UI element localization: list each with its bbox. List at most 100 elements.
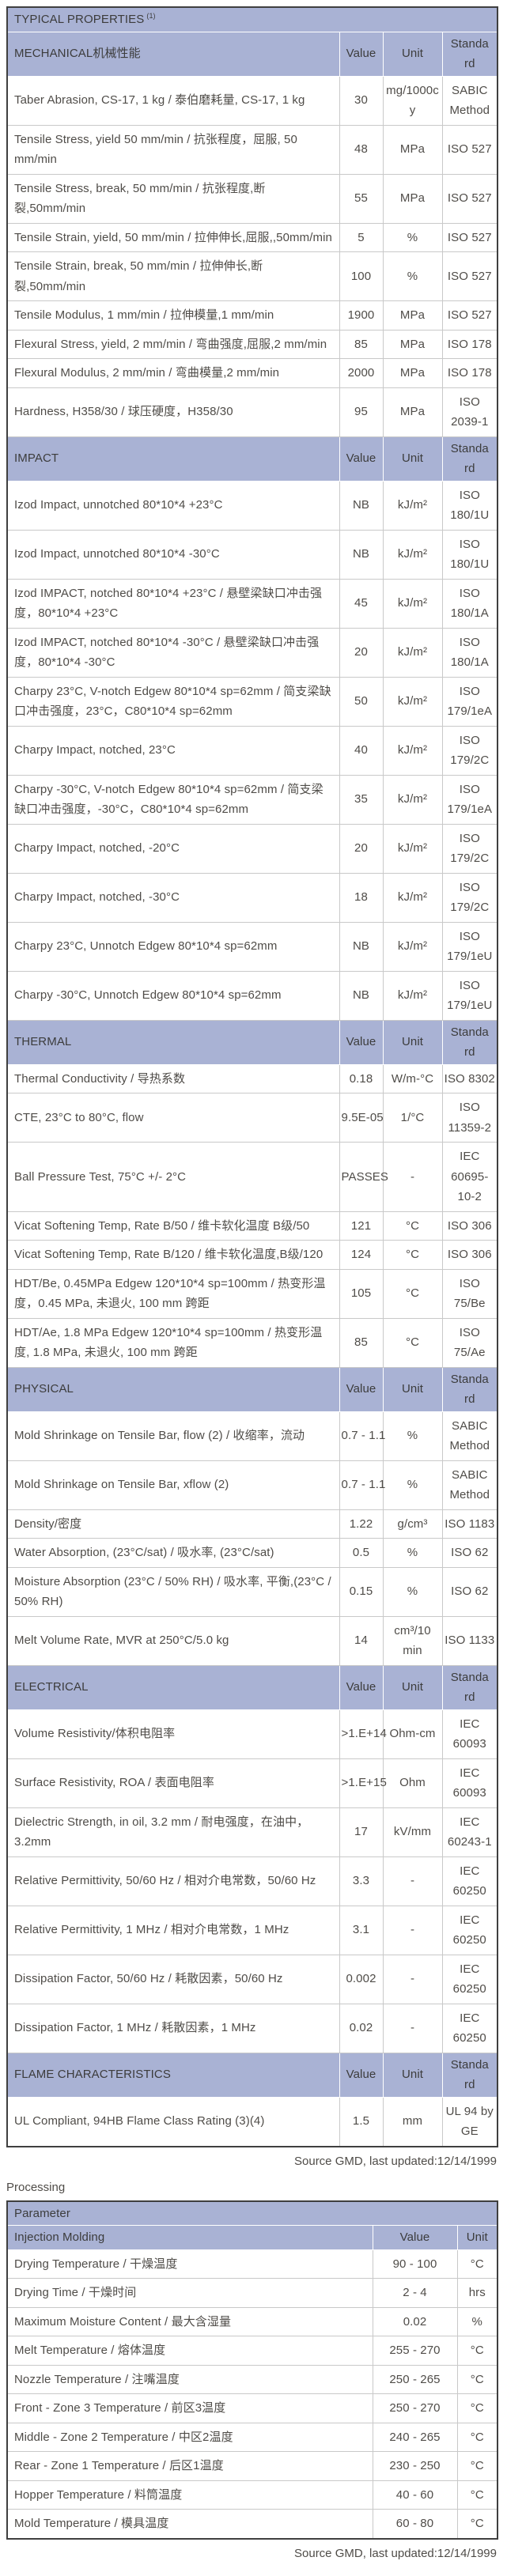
property-name-cell: Tensile Strain, break, 50 mm/min / 拉伸伸长,… — [6, 251, 340, 301]
property-row: Ball Pressure Test, 75°C +/- 2°C PASSES - I… — [6, 1142, 498, 1212]
processing-column-header-unit: Unit — [456, 2225, 498, 2250]
property-row: Density/密度 1.22 g/cm³ ISO 1183 — [6, 1509, 498, 1539]
property-row: Vicat Softening Temp, Rate B/120 / 维卡软化温… — [6, 1240, 498, 1270]
property-name-cell: Taber Abrasion, CS-17, 1 kg / 泰伯磨耗量, CS-… — [6, 75, 340, 126]
section-header-row: THERMAL Value Unit Standard — [6, 1019, 498, 1065]
section-header-row: MECHANICAL机械性能 Value Unit Standard — [6, 31, 498, 77]
property-row: Water Absorption, (23°C/sat) / 吸水率, (23°… — [6, 1538, 498, 1568]
property-standard-cell: SABIC Method — [441, 75, 498, 126]
property-unit-cell: % — [382, 1460, 443, 1510]
property-row: Flexural Modulus, 2 mm/min / 弯曲模量,2 mm/m… — [6, 358, 498, 388]
column-header-standard: Standard — [441, 2052, 498, 2098]
property-unit-cell: °C — [382, 1240, 443, 1270]
property-name-cell: Mold Shrinkage on Tensile Bar, flow (2) … — [6, 1411, 340, 1461]
processing-group-header-cell: Injection Molding — [6, 2225, 373, 2250]
processing-unit-cell: °C — [456, 2509, 498, 2539]
processing-parameter-cell: Drying Temperature / 干燥温度 — [6, 2249, 373, 2279]
property-unit-cell: mg/1000cy — [382, 75, 443, 126]
property-value-cell: 50 — [339, 676, 384, 727]
property-unit-cell: MPa — [382, 300, 443, 330]
column-header-unit: Unit — [382, 1019, 443, 1065]
property-unit-cell: kJ/m² — [382, 529, 443, 580]
property-unit-cell: % — [382, 222, 443, 252]
property-unit-cell: kJ/m² — [382, 627, 443, 678]
property-value-cell: 100 — [339, 251, 384, 301]
property-row: Relative Permittivity, 1 MHz / 相对介电常数，1 … — [6, 1905, 498, 1955]
processing-unit-cell: hrs — [456, 2278, 498, 2308]
column-header-unit: Unit — [382, 1664, 443, 1710]
property-value-cell: 95 — [339, 387, 384, 437]
property-unit-cell: % — [382, 1538, 443, 1568]
property-value-cell: 85 — [339, 329, 384, 359]
property-value-cell: 5 — [339, 222, 384, 252]
property-name-cell: Tensile Strain, yield, 50 mm/min / 拉伸伸长,… — [6, 222, 340, 252]
property-unit-cell: °C — [382, 1268, 443, 1319]
typical-properties-table: TYPICAL PROPERTIES (1) MECHANICAL机械性能 Valu… — [6, 6, 499, 2147]
column-header-standard: Standard — [441, 1366, 498, 1412]
property-row: Surface Resistivity, ROA / 表面电阻率 >1.E+15 O… — [6, 1758, 498, 1808]
property-unit-cell: kJ/m² — [382, 823, 443, 874]
property-unit-cell: g/cm³ — [382, 1509, 443, 1539]
property-value-cell: 0.5 — [339, 1538, 384, 1568]
property-standard-cell: ISO 75/Be — [441, 1268, 498, 1319]
property-name-cell: Ball Pressure Test, 75°C +/- 2°C — [6, 1142, 340, 1212]
property-value-cell: 1.5 — [339, 2096, 384, 2147]
property-unit-cell: W/m-°C — [382, 1063, 443, 1093]
property-unit-cell: kJ/m² — [382, 774, 443, 825]
property-name-cell: Mold Shrinkage on Tensile Bar, xflow (2) — [6, 1460, 340, 1510]
property-unit-cell: % — [382, 1411, 443, 1461]
property-unit-cell: % — [382, 1566, 443, 1617]
property-unit-cell: MPa — [382, 358, 443, 388]
property-standard-cell: ISO 62 — [441, 1538, 498, 1568]
property-standard-cell: ISO 527 — [441, 300, 498, 330]
property-value-cell: 0.7 - 1.1 — [339, 1460, 385, 1510]
section-title-cell: ELECTRICAL — [6, 1664, 340, 1710]
table-title-row: TYPICAL PROPERTIES (1) — [6, 6, 498, 32]
processing-unit-cell: °C — [456, 2364, 498, 2394]
processing-value-cell: 250 - 265 — [372, 2364, 458, 2394]
property-unit-cell: - — [382, 1142, 443, 1212]
column-header-value: Value — [339, 31, 384, 77]
property-row: Charpy Impact, notched, 23°C 40 kJ/m² ISO 1… — [6, 725, 498, 776]
property-standard-cell: IEC 60250 — [441, 1954, 498, 2004]
property-name-cell: Vicat Softening Temp, Rate B/50 / 维卡软化温度… — [6, 1211, 340, 1241]
property-unit-cell: % — [382, 251, 443, 301]
property-standard-cell: ISO 179/1eU — [441, 921, 498, 972]
section-header-row: PHYSICAL Value Unit Standard — [6, 1366, 498, 1412]
property-name-cell: Charpy Impact, notched, -30°C — [6, 872, 340, 923]
property-row: Charpy Impact, notched, -20°C 20 kJ/m² ISO … — [6, 823, 498, 874]
column-header-value: Value — [339, 1019, 384, 1065]
processing-row: Drying Temperature / 干燥温度 90 - 100 °C — [6, 2249, 498, 2279]
property-value-cell: >1.E+15 — [339, 1758, 387, 1808]
property-unit-cell: kJ/m² — [382, 480, 443, 531]
property-unit-cell: MPa — [382, 124, 443, 175]
column-header-value: Value — [339, 436, 384, 482]
property-standard-cell: ISO 179/1eU — [441, 970, 498, 1021]
property-value-cell: 3.1 — [339, 1905, 384, 1955]
property-standard-cell: ISO 75/Ae — [441, 1317, 498, 1368]
processing-parameter-cell: Middle - Zone 2 Temperature / 中区2温度 — [6, 2422, 373, 2452]
property-row: Hardness, H358/30 / 球压硬度，H358/30 95 MPa ISO… — [6, 387, 498, 437]
property-name-cell: Dissipation Factor, 50/60 Hz / 耗散因素，50/6… — [6, 1954, 340, 2004]
property-unit-cell: kJ/m² — [382, 676, 443, 727]
property-name-cell: Dielectric Strength, in oil, 3.2 mm / 耐电… — [6, 1807, 340, 1857]
property-standard-cell: ISO 306 — [441, 1211, 498, 1241]
property-value-cell: 1.22 — [339, 1509, 384, 1539]
property-value-cell: 0.18 — [339, 1063, 384, 1093]
property-row: Izod Impact, unnotched 80*10*4 -30°C NB kJ… — [6, 529, 498, 580]
property-value-cell: 0.002 — [339, 1954, 384, 2004]
property-row: Tensile Modulus, 1 mm/min / 拉伸模量,1 mm/mi… — [6, 300, 498, 330]
property-value-cell: 14 — [339, 1615, 384, 1666]
property-row: HDT/Be, 0.45MPa Edgew 120*10*4 sp=100mm … — [6, 1268, 498, 1319]
processing-value-cell: 90 - 100 — [372, 2249, 458, 2279]
processing-parameter-cell: Melt Temperature / 熔体温度 — [6, 2336, 373, 2366]
column-header-standard: Standard — [441, 1664, 498, 1710]
property-unit-cell: kJ/m² — [382, 970, 443, 1021]
property-value-cell: 105 — [339, 1268, 384, 1319]
property-name-cell: Flexural Stress, yield, 2 mm/min / 弯曲强度,… — [6, 329, 340, 359]
property-name-cell: Moisture Absorption (23°C / 50% RH) / 吸水… — [6, 1566, 340, 1617]
property-standard-cell: SABIC Method — [441, 1411, 498, 1461]
processing-parameter-header-cell: Parameter — [6, 2200, 498, 2226]
property-name-cell: Izod Impact, unnotched 80*10*4 -30°C — [6, 529, 340, 580]
property-value-cell: 0.02 — [339, 2003, 384, 2053]
